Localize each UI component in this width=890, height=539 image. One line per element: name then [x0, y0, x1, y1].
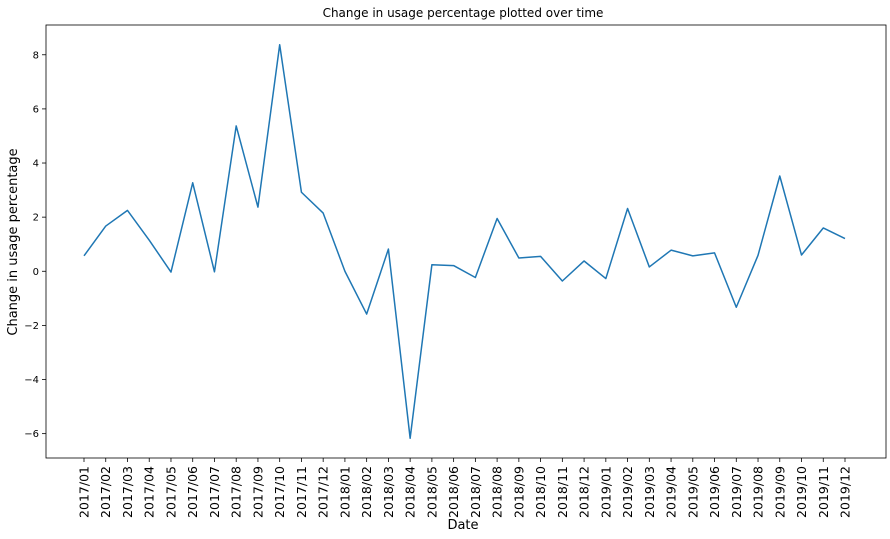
y-tick-label: 0 [33, 267, 39, 278]
x-tick-label: 2019/01 [598, 466, 613, 518]
y-axis: −6 −4 −2 0 2 4 6 8 [24, 50, 46, 440]
y-tick-label: 4 [33, 159, 39, 170]
y-axis-label: Change in usage percentage [6, 148, 21, 335]
y-tick-label: 6 [33, 104, 39, 115]
x-tick-label: 2017/06 [185, 466, 200, 518]
x-tick-label: 2017/12 [316, 466, 331, 518]
x-tick-label: 2017/05 [163, 466, 178, 518]
x-tick-label: 2019/07 [729, 466, 744, 518]
x-axis: 2017/01 2017/02 2017/03 2017/04 2017/05 2017/… [77, 458, 853, 518]
x-tick-label: 2018/09 [511, 466, 526, 518]
x-tick-label: 2017/02 [98, 466, 113, 518]
x-tick-label: 2018/05 [424, 466, 439, 518]
x-tick-label: 2019/12 [838, 466, 853, 518]
x-tick-label: 2019/08 [751, 466, 766, 518]
x-tick-label: 2019/10 [794, 466, 809, 518]
x-tick-label: 2017/07 [207, 466, 222, 518]
x-tick-label: 2018/12 [577, 466, 592, 518]
x-tick-label: 2017/01 [77, 466, 92, 518]
x-tick-label: 2019/02 [620, 466, 635, 518]
usage-change-series-line [83, 44, 846, 439]
x-tick-label: 2018/07 [468, 466, 483, 518]
x-tick-label: 2017/08 [229, 466, 244, 518]
x-tick-label: 2018/08 [490, 466, 505, 518]
x-tick-label: 2018/01 [337, 466, 352, 518]
y-tick-label: 2 [33, 213, 39, 224]
x-tick-label: 2017/10 [272, 466, 287, 518]
plot-frame [45, 24, 887, 459]
x-tick-label: 2019/03 [642, 466, 657, 518]
x-tick-label: 2019/09 [772, 466, 787, 518]
x-tick-label: 2018/06 [446, 466, 461, 518]
x-axis-label: Date [447, 518, 478, 533]
y-tick-label: 8 [33, 50, 39, 61]
y-tick-label: −4 [24, 375, 39, 386]
x-tick-label: 2018/03 [381, 466, 396, 518]
x-tick-label: 2019/06 [707, 466, 722, 518]
x-tick-label: 2017/11 [294, 466, 309, 518]
x-tick-label: 2019/05 [685, 466, 700, 518]
x-tick-label: 2018/10 [533, 466, 548, 518]
x-tick-label: 2017/09 [250, 466, 265, 518]
x-tick-label: 2018/04 [403, 466, 418, 518]
x-tick-label: 2017/04 [142, 466, 157, 518]
x-tick-label: 2019/11 [816, 466, 831, 518]
x-tick-label: 2017/03 [120, 466, 135, 518]
x-tick-label: 2018/02 [359, 466, 374, 518]
y-tick-label: −6 [24, 429, 39, 440]
x-tick-label: 2019/04 [664, 466, 679, 518]
y-tick-label: −2 [24, 321, 39, 332]
chart-title: Change in usage percentage plotted over … [323, 6, 604, 20]
x-tick-label: 2018/11 [555, 466, 570, 518]
